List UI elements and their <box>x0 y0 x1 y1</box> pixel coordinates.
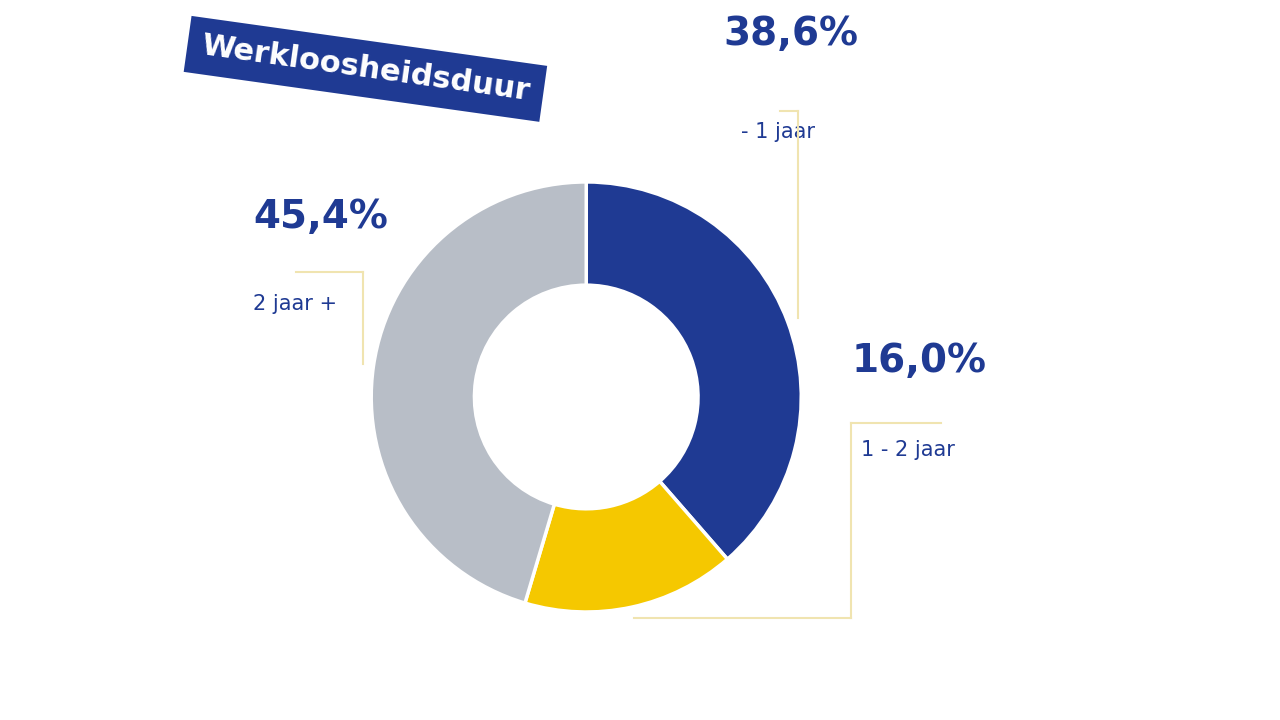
Text: 45,4%: 45,4% <box>253 198 388 235</box>
Text: 2 jaar +: 2 jaar + <box>253 294 337 314</box>
Text: 38,6%: 38,6% <box>723 15 858 53</box>
Wedge shape <box>371 182 586 603</box>
Wedge shape <box>586 182 801 559</box>
Text: 16,0%: 16,0% <box>852 342 987 379</box>
Text: 1 - 2 jaar: 1 - 2 jaar <box>861 440 955 460</box>
Wedge shape <box>525 481 727 612</box>
Text: - 1 jaar: - 1 jaar <box>741 122 815 142</box>
Text: Werkloosheidsduur: Werkloosheidsduur <box>200 32 531 107</box>
